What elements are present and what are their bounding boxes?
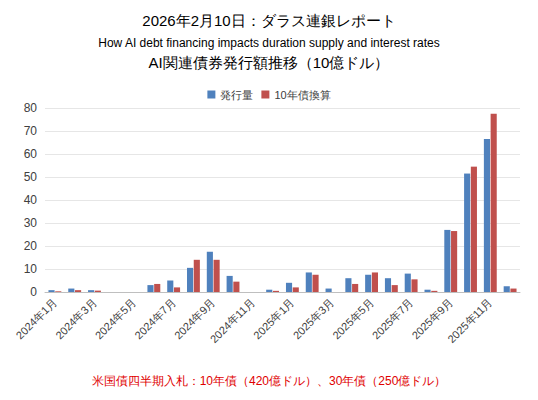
svg-text:50: 50 bbox=[24, 170, 38, 184]
svg-text:2025年5月: 2025年5月 bbox=[330, 296, 376, 342]
svg-text:2024年3月: 2024年3月 bbox=[53, 296, 99, 342]
svg-text:2024年11月: 2024年11月 bbox=[208, 296, 257, 345]
svg-text:発行量: 発行量 bbox=[220, 89, 253, 101]
svg-text:60: 60 bbox=[24, 147, 38, 161]
svg-text:米国債四半期入札：10年債（420億ドル）、30年債（250: 米国債四半期入札：10年債（420億ドル）、30年債（250億ドル） bbox=[92, 374, 447, 388]
svg-text:2024年7月: 2024年7月 bbox=[132, 296, 178, 342]
svg-text:0: 0 bbox=[30, 285, 37, 299]
svg-text:2025年3月: 2025年3月 bbox=[291, 296, 337, 342]
svg-text:10年債換算: 10年債換算 bbox=[274, 89, 330, 101]
svg-text:80: 80 bbox=[24, 101, 38, 115]
svg-text:2024年1月: 2024年1月 bbox=[13, 296, 59, 342]
svg-text:20: 20 bbox=[24, 239, 38, 253]
svg-text:2026年2月10日：ダラス連銀レポート: 2026年2月10日：ダラス連銀レポート bbox=[142, 12, 395, 29]
svg-text:2025年7月: 2025年7月 bbox=[370, 296, 416, 342]
svg-text:2024年9月: 2024年9月 bbox=[171, 295, 218, 342]
svg-text:2025年1月: 2025年1月 bbox=[251, 296, 297, 342]
svg-text:2025年9月: 2025年9月 bbox=[409, 295, 455, 342]
svg-text:2024年5月: 2024年5月 bbox=[93, 296, 139, 342]
svg-text:2025年11月: 2025年11月 bbox=[445, 296, 494, 345]
svg-text:10: 10 bbox=[24, 262, 38, 276]
svg-text:40: 40 bbox=[24, 193, 38, 207]
svg-text:How AI debt financing impacts: How AI debt financing impacts duration s… bbox=[98, 36, 440, 50]
svg-text:AI関連債券発行額推移（10億ドル）: AI関連債券発行額推移（10億ドル） bbox=[149, 54, 390, 71]
svg-text:30: 30 bbox=[24, 216, 38, 230]
svg-text:70: 70 bbox=[24, 124, 38, 138]
